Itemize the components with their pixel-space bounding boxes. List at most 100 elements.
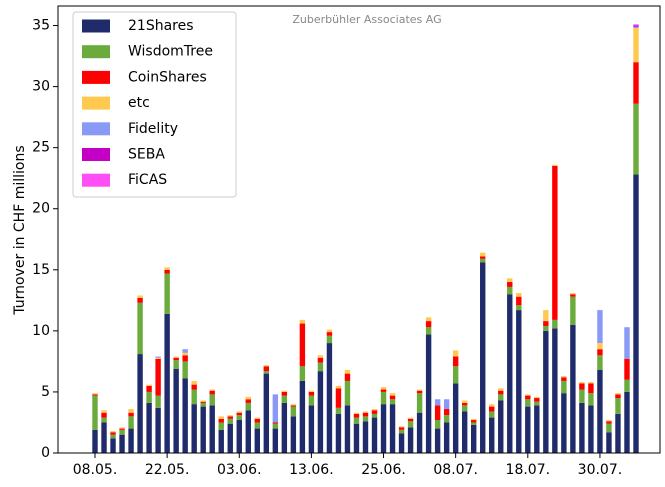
bar-segment bbox=[570, 324, 576, 453]
bar-segment bbox=[236, 420, 242, 453]
bar-segment bbox=[425, 334, 432, 453]
bar-segment bbox=[308, 405, 315, 453]
bar-segment bbox=[326, 335, 333, 344]
bar-segment bbox=[245, 396, 251, 400]
bar-segment bbox=[371, 413, 378, 418]
bar-segment bbox=[236, 415, 242, 421]
bar-segment bbox=[92, 429, 98, 453]
bar-segment bbox=[155, 358, 161, 396]
bar-segment bbox=[480, 256, 486, 259]
bar-segment bbox=[588, 382, 594, 384]
bar-segment bbox=[236, 411, 242, 413]
bar-segment bbox=[534, 398, 540, 402]
bar-segment bbox=[326, 329, 333, 333]
bar-segment bbox=[92, 395, 98, 430]
bar-segment bbox=[110, 434, 116, 439]
bar-segment bbox=[461, 402, 468, 406]
bar-segment bbox=[398, 429, 405, 434]
bar-segment bbox=[227, 415, 233, 417]
bar-segment bbox=[633, 26, 639, 28]
bar-segment bbox=[597, 355, 603, 370]
bar-segment bbox=[218, 416, 224, 419]
bar-segment bbox=[389, 399, 396, 405]
legend-label: SEBA bbox=[128, 147, 165, 163]
bar-segment bbox=[362, 411, 369, 413]
bar-segment bbox=[146, 384, 152, 386]
bar-segment bbox=[335, 388, 342, 408]
bar-segment bbox=[281, 390, 288, 392]
bar-segment bbox=[254, 428, 260, 453]
bar-segment bbox=[101, 417, 107, 423]
bar-segment bbox=[182, 361, 188, 379]
bar-segment bbox=[128, 428, 134, 453]
bar-segment bbox=[353, 413, 360, 418]
plot-frame bbox=[57, 5, 661, 454]
bar-segment bbox=[245, 402, 251, 411]
bar-segment bbox=[173, 356, 179, 358]
bar-segment bbox=[606, 420, 612, 422]
bar-segment bbox=[633, 103, 639, 175]
bar-segment bbox=[507, 294, 513, 453]
bar-segment bbox=[101, 410, 107, 413]
bar-segment bbox=[380, 387, 387, 390]
bar-segment bbox=[335, 413, 342, 453]
legend-label: etc bbox=[128, 95, 150, 111]
bar-segment bbox=[389, 393, 396, 396]
bar-segment bbox=[362, 416, 369, 422]
bar-segment bbox=[137, 295, 143, 298]
bar-segment bbox=[308, 395, 315, 406]
bar-segment bbox=[128, 416, 134, 429]
bar-segment bbox=[534, 401, 540, 406]
bar-segment bbox=[570, 294, 576, 297]
bar-segment bbox=[191, 384, 197, 390]
bar-segment bbox=[299, 319, 306, 324]
bar-segment bbox=[516, 296, 522, 306]
bar-segment bbox=[236, 412, 242, 416]
bar-segment bbox=[498, 390, 504, 395]
bar-segment bbox=[398, 426, 405, 428]
bar-segment bbox=[218, 429, 224, 453]
legend-swatch bbox=[82, 122, 110, 136]
bar-segment bbox=[128, 412, 134, 417]
bar-segment bbox=[507, 282, 513, 287]
bar-segment bbox=[290, 405, 297, 407]
legend-label: Fidelity bbox=[128, 121, 178, 137]
bar-segment bbox=[570, 296, 576, 325]
bar-segment bbox=[525, 406, 531, 453]
bar-segment bbox=[561, 376, 567, 378]
bar-segment bbox=[588, 383, 594, 394]
x-tick-label: 22.05. bbox=[145, 462, 190, 478]
bar-segment bbox=[173, 357, 179, 361]
bar-segment bbox=[452, 350, 459, 357]
bar-segment bbox=[92, 394, 98, 396]
bar-segment bbox=[326, 332, 333, 336]
bar-segment bbox=[443, 422, 450, 453]
legend-swatch bbox=[82, 19, 110, 33]
bar-segment bbox=[407, 418, 414, 422]
bar-segment bbox=[128, 409, 134, 413]
bar-segment bbox=[416, 390, 423, 394]
y-axis-label: Turnover in CHF millions bbox=[12, 145, 28, 315]
bar-segment bbox=[290, 416, 297, 453]
bar-segment bbox=[516, 293, 522, 297]
bar-segment bbox=[119, 429, 125, 435]
x-tick-label: 13.06. bbox=[289, 462, 334, 478]
legend-swatch bbox=[82, 70, 110, 84]
bar-segment bbox=[597, 310, 603, 344]
bar-segment bbox=[471, 418, 477, 421]
bar-segment bbox=[597, 343, 603, 350]
bar-segment bbox=[191, 380, 197, 385]
bar-segment bbox=[543, 310, 549, 322]
y-tick-label: 20 bbox=[32, 201, 50, 217]
bar-segment bbox=[471, 420, 477, 423]
bar-segment bbox=[137, 354, 143, 453]
x-tick-label: 25.06. bbox=[361, 462, 406, 478]
bar-segment bbox=[371, 409, 378, 411]
bar-segment bbox=[489, 411, 495, 418]
bar-segment bbox=[498, 400, 504, 453]
bar-segment bbox=[245, 399, 251, 403]
bar-segment bbox=[543, 321, 549, 326]
bar-segment bbox=[443, 409, 450, 416]
bar-segment bbox=[425, 317, 432, 322]
